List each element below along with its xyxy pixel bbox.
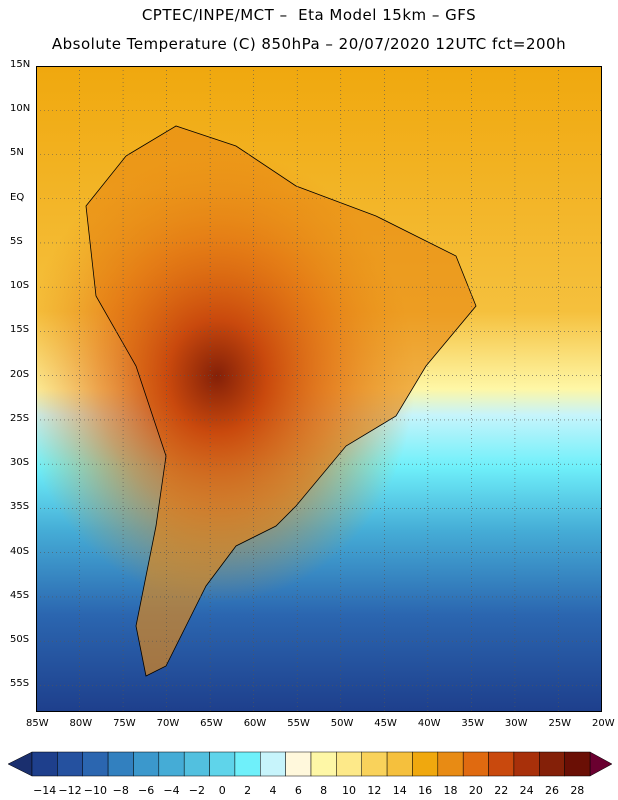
colorbar-over-arrow	[589, 751, 613, 777]
lon-label: 40W	[417, 718, 441, 729]
lat-label: 5N	[10, 147, 24, 159]
map-border	[36, 66, 602, 712]
colorbar-tick-label: 4	[269, 784, 277, 797]
colorbar-tick-label: 2	[244, 784, 252, 797]
colorbar-tick-label: 0	[218, 784, 226, 797]
colorbar-swatch	[260, 751, 286, 777]
colorbar-swatch	[412, 751, 439, 777]
colorbar-swatch	[336, 751, 362, 777]
lat-label: 25S	[10, 412, 30, 424]
hot-core	[36, 66, 602, 712]
lat-label: 10S	[10, 280, 30, 292]
colorbar-under-arrow	[7, 751, 33, 777]
lat-label: 30S	[10, 457, 30, 469]
lon-label: 85W	[26, 718, 49, 729]
lon-label: 45W	[374, 718, 397, 729]
lat-label: 40S	[10, 545, 30, 557]
colorbar-swatch	[234, 751, 261, 777]
colorbar-tick-label: 10	[342, 784, 357, 797]
lat-label: 35S	[10, 501, 30, 513]
colorbar-swatch	[386, 751, 413, 777]
colorbar-tick-label: 20	[468, 784, 483, 797]
model-title: CPTEC/INPE/MCT – Eta Model 15km – GFS	[141, 6, 477, 24]
colorbar-swatch	[437, 751, 464, 777]
variable-title: Absolute Temperature (C) 850hPa – 20/07/…	[51, 35, 567, 53]
colorbar-swatch	[564, 751, 591, 777]
lat-label: 55S	[10, 678, 30, 690]
lat-label: EQ	[10, 191, 25, 203]
colorbar-swatch	[285, 751, 312, 777]
colorbar-swatch	[133, 751, 160, 777]
colorbar-swatch	[31, 751, 58, 777]
lon-label: 65W	[200, 718, 223, 729]
lon-label: 20W	[592, 718, 615, 729]
lon-label: 25W	[548, 718, 572, 729]
lat-label: 50S	[10, 634, 30, 646]
temperature-map	[36, 66, 602, 712]
lon-label: 30W	[504, 718, 528, 729]
colorbar-tick-label: 24	[519, 784, 534, 797]
lat-label: 20S	[10, 368, 30, 380]
colorbar-tick-label: −10	[83, 784, 108, 797]
colorbar-tick-label: 28	[570, 784, 585, 797]
colorbar-tick-label: −12	[58, 784, 82, 797]
colorbar-swatch	[462, 751, 489, 777]
lat-label: 5S	[10, 235, 23, 247]
colorbar-swatch	[82, 751, 109, 777]
colorbar-swatch	[107, 751, 134, 777]
lon-label: 75W	[113, 718, 136, 729]
colorbar	[7, 751, 613, 777]
colorbar-tick-label: 26	[544, 784, 559, 797]
lon-label: 35W	[461, 718, 484, 729]
colorbar-swatch	[513, 751, 540, 777]
colorbar-swatch	[488, 751, 515, 777]
colorbar-swatch	[158, 751, 185, 777]
lat-label: 15N	[10, 59, 31, 70]
colorbar-tick-label: 6	[294, 784, 302, 797]
lon-label: 80W	[69, 718, 93, 729]
lat-label: 45S	[10, 589, 30, 601]
lon-label: 70W	[156, 718, 180, 729]
colorbar-tick-label: −2	[188, 784, 205, 797]
coastline	[85, 125, 477, 677]
colorbar-swatch	[310, 751, 337, 777]
colorbar-tick-label: 12	[367, 784, 382, 797]
lon-label: 50W	[330, 718, 354, 729]
lat-label: 10N	[10, 103, 31, 115]
colorbar-swatch	[209, 751, 236, 777]
colorbar-swatch	[57, 751, 83, 777]
lon-label: 60W	[243, 718, 267, 729]
colorbar-swatch	[539, 751, 565, 777]
colorbar-tick-label: −8	[112, 784, 129, 797]
lon-label: 55W	[287, 718, 310, 729]
colorbar-swatch	[361, 751, 388, 777]
colorbar-tick-label: −14	[33, 784, 57, 797]
colorbar-tick-label: 16	[418, 784, 433, 797]
colorbar-tick-label: 18	[443, 784, 458, 797]
colorbar-tick-label: 14	[392, 784, 407, 797]
colorbar-tick-label: 22	[494, 784, 509, 797]
colorbar-tick-label: 8	[320, 784, 328, 797]
colorbar-swatch	[183, 751, 210, 777]
lat-label: 15S	[10, 324, 30, 336]
colorbar-tick-label: −6	[138, 784, 155, 797]
colorbar-tick-label: −4	[163, 784, 180, 797]
